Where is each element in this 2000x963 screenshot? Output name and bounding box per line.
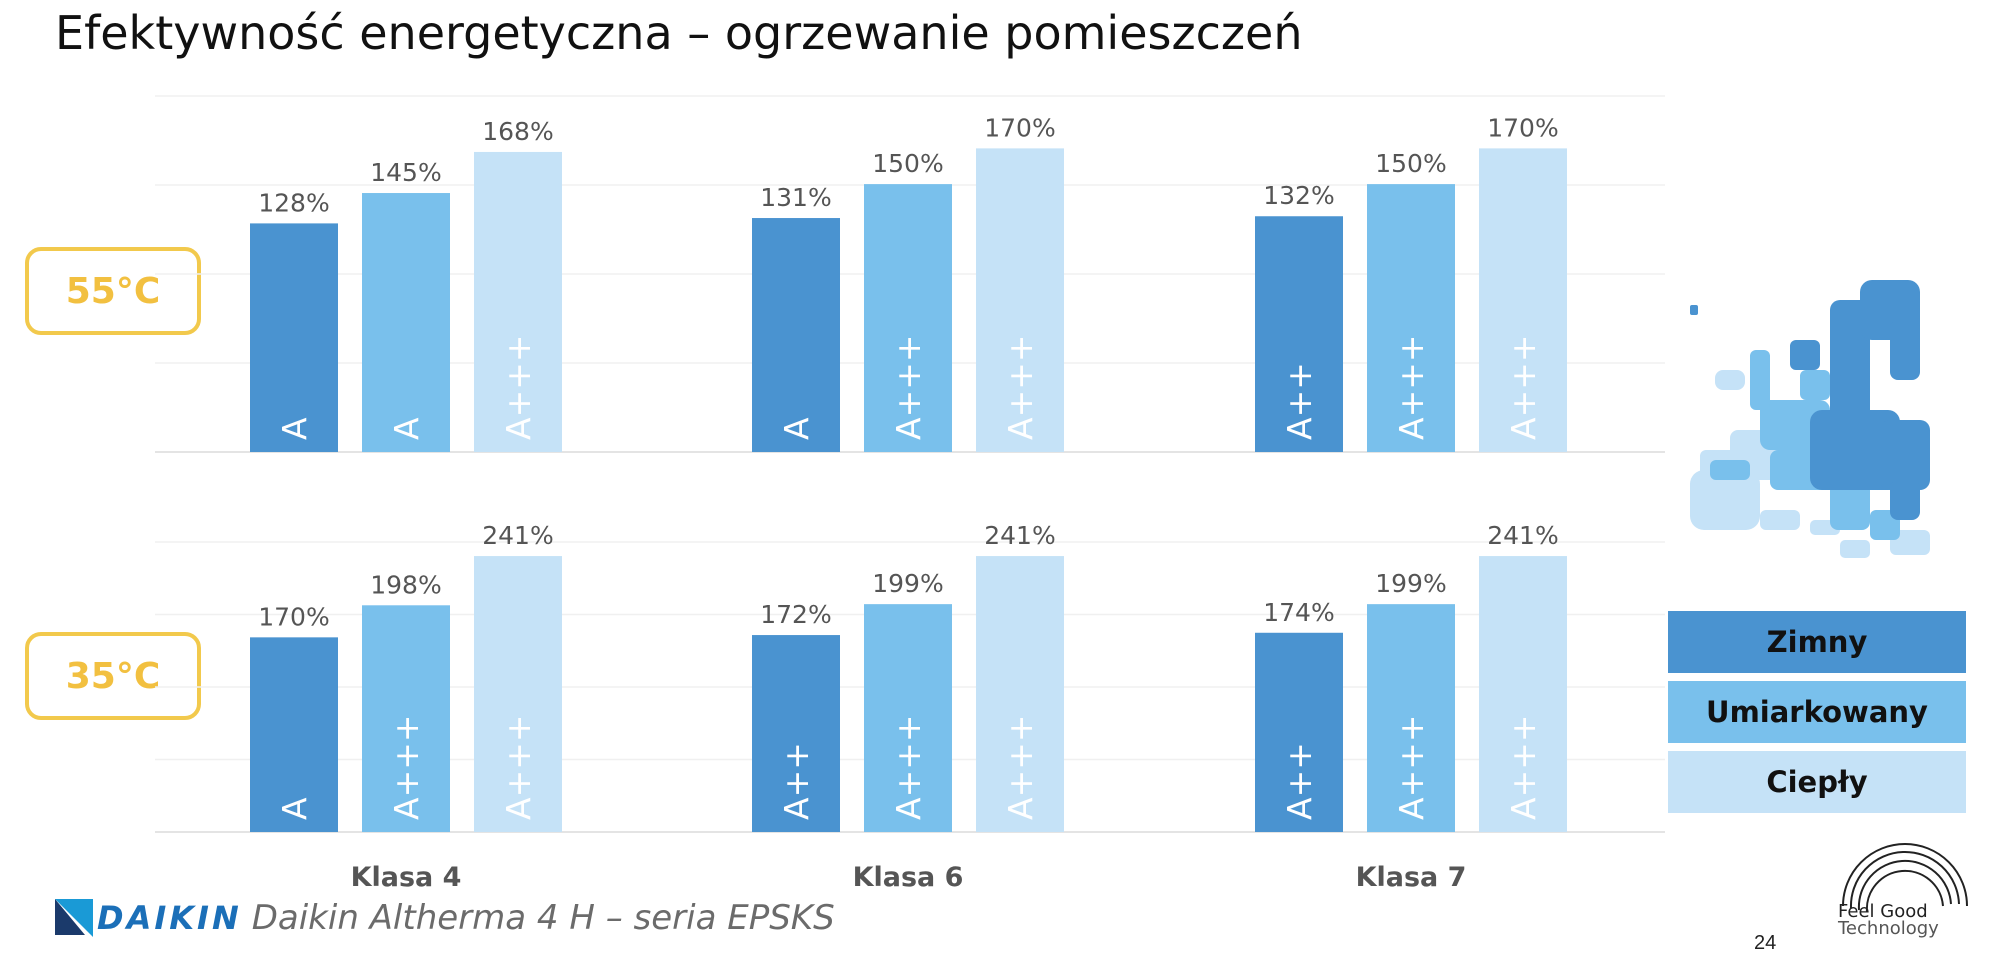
bar-umiarkowany-1-panel0 — [864, 184, 952, 452]
bar-zimny-1-panel0 — [752, 218, 840, 452]
bar-cieply-2-panel0 — [1479, 148, 1567, 452]
value-label: 199% — [872, 569, 943, 598]
bar-cieply-1-panel1 — [976, 556, 1064, 832]
energy-class-label: A+++ — [1392, 714, 1431, 820]
bar-cieply-0-panel0 — [474, 151, 562, 452]
legend-item-zimny: Zimny — [1668, 611, 1966, 673]
value-label: 170% — [1487, 113, 1558, 142]
bar-zimny-1-panel1 — [752, 635, 840, 832]
value-label: 131% — [760, 183, 831, 212]
energy-class-label: A+++ — [1504, 334, 1543, 440]
bar-umiarkowany-2-panel0 — [1367, 184, 1455, 452]
bar-umiarkowany-0-panel1 — [362, 605, 450, 832]
energy-class-label: A++ — [1280, 362, 1319, 440]
value-label: 241% — [482, 521, 553, 550]
energy-class-label: A — [387, 417, 426, 440]
category-label: Klasa 6 — [853, 862, 964, 893]
value-label: 198% — [370, 570, 441, 599]
value-label: 241% — [984, 521, 1055, 550]
value-label: 168% — [482, 117, 553, 146]
category-label: Klasa 4 — [351, 862, 462, 893]
energy-class-label: A+++ — [1001, 714, 1040, 820]
value-label: 150% — [1375, 149, 1446, 178]
energy-class-label: A+++ — [1504, 714, 1543, 820]
energy-class-label: A+++ — [889, 334, 928, 440]
temp-badge-35: 35°C — [25, 632, 201, 720]
value-label: 241% — [1487, 521, 1558, 550]
energy-class-label: A — [275, 797, 314, 820]
value-label: 174% — [1263, 598, 1334, 627]
energy-class-label: A++ — [1280, 742, 1319, 820]
value-label: 128% — [258, 188, 329, 217]
value-label: 199% — [1375, 569, 1446, 598]
temp-badge-55: 55°C — [25, 247, 201, 335]
daikin-logo-icon — [55, 899, 93, 937]
energy-class-label: A+++ — [889, 714, 928, 820]
value-label: 132% — [1263, 181, 1334, 210]
bar-cieply-0-panel1 — [474, 556, 562, 832]
energy-class-label: A+++ — [387, 714, 426, 820]
energy-class-label: A+++ — [1001, 334, 1040, 440]
feel-good-logo-text: Feel Good Technology — [1838, 901, 1939, 939]
energy-class-label: A++ — [777, 742, 816, 820]
bar-cieply-1-panel0 — [976, 148, 1064, 452]
bar-zimny-2-panel1 — [1255, 632, 1343, 832]
bar-zimny-2-panel0 — [1255, 216, 1343, 452]
value-label: 170% — [984, 113, 1055, 142]
logo-line-1: Feel Good — [1838, 901, 1928, 922]
page-title: Efektywność energetyczna – ogrzewanie po… — [55, 6, 1303, 60]
energy-class-label: A+++ — [499, 714, 538, 820]
energy-class-label: A — [777, 417, 816, 440]
value-label: 145% — [370, 158, 441, 187]
bar-cieply-2-panel1 — [1479, 556, 1567, 832]
feel-good-technology-logo-icon — [1842, 843, 1968, 913]
footer-subtitle: Daikin Altherma 4 H – seria EPSKS — [251, 898, 835, 938]
bar-umiarkowany-2-panel1 — [1367, 604, 1455, 832]
europe-climate-map-icon — [1690, 280, 1930, 558]
legend-item-umiarkowany: Umiarkowany — [1668, 681, 1966, 743]
category-label: Klasa 7 — [1356, 862, 1467, 893]
energy-class-label: A — [275, 417, 314, 440]
bar-umiarkowany-1-panel1 — [864, 604, 952, 832]
daikin-wordmark: DAIKIN — [97, 899, 242, 937]
bar-zimny-0-panel1 — [250, 637, 338, 832]
value-label: 150% — [872, 149, 943, 178]
value-label: 172% — [760, 600, 831, 629]
energy-class-label: A+++ — [499, 334, 538, 440]
logo-line-2: Technology — [1838, 918, 1939, 939]
energy-class-label: A+++ — [1392, 334, 1431, 440]
bar-zimny-0-panel0 — [250, 223, 338, 452]
value-label: 170% — [258, 602, 329, 631]
legend-item-cieply: Ciepły — [1668, 751, 1966, 813]
page-number: 24 — [1754, 932, 1777, 954]
footer: DAIKIN Daikin Altherma 4 H – seria EPSKS — [55, 898, 835, 938]
bar-umiarkowany-0-panel0 — [362, 193, 450, 452]
